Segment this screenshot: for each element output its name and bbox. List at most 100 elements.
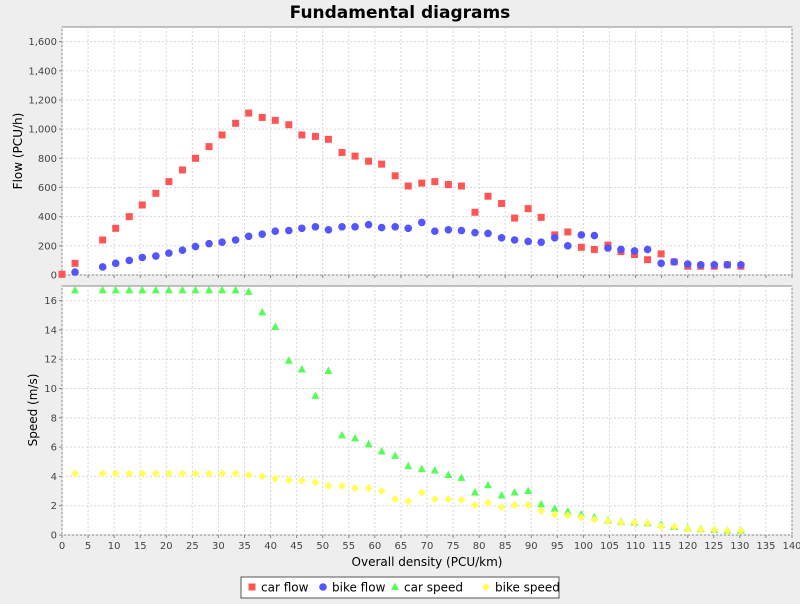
bike-speed-point [484, 498, 493, 507]
x-tick-label: 25 [186, 541, 199, 552]
x-tick-label: 110 [626, 541, 645, 552]
data-points [58, 109, 745, 535]
legend-box [240, 576, 560, 599]
car-speed-point [205, 285, 214, 294]
car-flow-point [191, 154, 199, 162]
bike-speed-point [324, 481, 333, 490]
x-tick-label: 50 [316, 541, 329, 552]
bike-flow-point [258, 230, 267, 238]
car-flow-point [338, 148, 346, 156]
car-speed-point [218, 285, 227, 294]
bike-flow-point [683, 260, 692, 268]
car-flow-point [351, 152, 359, 160]
car-flow-point [418, 179, 426, 187]
x-tick-label: 140 [782, 541, 800, 552]
bike-speed-point [550, 510, 559, 519]
car-speed-point [430, 466, 439, 474]
bike-speed-point [643, 519, 652, 528]
speed-tick-label: 0 [51, 531, 57, 542]
bike-speed-point [311, 478, 320, 487]
x-tick-label: 60 [368, 541, 381, 552]
car-flow-point [378, 160, 386, 168]
bike-speed-point [178, 469, 187, 478]
bike-flow-point [351, 223, 359, 231]
x-tick-label: 0 [59, 541, 65, 552]
car-speed-point [258, 307, 267, 316]
bike-speed-point [524, 500, 533, 509]
bike-speed-point [723, 526, 732, 535]
x-tick-label: 95 [551, 541, 564, 552]
bike-flow-point [178, 246, 187, 254]
car-flow-point [484, 192, 492, 200]
bike-speed-point [710, 525, 719, 534]
car-flow-legend-marker [248, 583, 256, 591]
legend: car flow bike flow car speed bike speed [240, 576, 560, 599]
car-flow-point [365, 157, 373, 165]
car-speed-point [364, 439, 373, 448]
car-flow-point [457, 182, 465, 190]
speed-axis-label: Speed (m/s) [26, 374, 40, 447]
bike-flow-point [404, 224, 413, 233]
flow-tick-label: 200 [38, 241, 57, 252]
speed-tick-label: 10 [44, 384, 57, 395]
car-speed-point [351, 433, 360, 442]
car-flow-point [564, 228, 572, 236]
car-speed-point [510, 488, 519, 496]
flow-tick-label: 1,000 [28, 125, 57, 136]
bike-speed-point [470, 500, 479, 509]
flow-tick-label: 1,400 [28, 66, 57, 77]
x-tick-label: 90 [525, 541, 538, 552]
bike-speed-point [391, 495, 400, 504]
car-flow-point [165, 178, 173, 186]
speed-tick-label: 6 [51, 443, 57, 454]
bike-flow-legend-marker [319, 583, 327, 591]
legend-label: car flow [261, 581, 309, 595]
car-flow-point [258, 113, 266, 121]
car-speed-point [151, 285, 160, 294]
car-flow-point [311, 132, 319, 140]
car-flow-point [125, 213, 133, 221]
bike-speed-point [377, 487, 386, 496]
car-flow-point [644, 256, 652, 264]
car-flow-point [657, 250, 665, 258]
car-speed-point [550, 504, 559, 512]
bike-speed-point [297, 476, 306, 485]
car-flow-point [324, 135, 332, 143]
car-speed-point [444, 470, 453, 478]
bike-flow-point [563, 242, 572, 250]
bike-flow-point [524, 237, 532, 246]
bike-flow-point [417, 218, 426, 227]
car-flow-point [471, 208, 479, 216]
bike-speed-point [683, 525, 692, 534]
bike-flow-point [285, 226, 293, 235]
flow-tick-label: 1,600 [28, 37, 57, 48]
car-flow-point [58, 270, 66, 278]
bike-flow-point [205, 239, 213, 248]
x-tick-label: 20 [160, 541, 173, 552]
bike-flow-point [444, 225, 453, 234]
bike-speed-point [417, 488, 426, 497]
bike-speed-point [244, 470, 253, 479]
bike-speed-point [630, 518, 639, 527]
bike-speed-point [457, 495, 466, 504]
flow-tick-label: 600 [38, 183, 57, 194]
bike-flow-point [710, 260, 719, 269]
x-tick-label: 115 [652, 541, 671, 552]
bike-speed-point [430, 495, 439, 504]
car-speed-point [111, 285, 120, 294]
car-flow-point [205, 143, 213, 151]
bike-speed-point [138, 469, 147, 478]
car-speed-legend-marker [391, 582, 399, 590]
car-flow-point [524, 205, 532, 213]
speed-tick-label: 2 [51, 501, 57, 512]
x-tick-label: 125 [704, 541, 723, 552]
flow-tick-label: 800 [38, 154, 57, 165]
car-flow-point [178, 166, 186, 174]
car-flow-point [537, 213, 545, 221]
car-speed-point [138, 285, 147, 294]
bike-speed-point [218, 469, 227, 478]
car-speed-point [484, 480, 493, 489]
x-tick-label: 65 [395, 541, 408, 552]
bike-speed-point [164, 469, 173, 478]
